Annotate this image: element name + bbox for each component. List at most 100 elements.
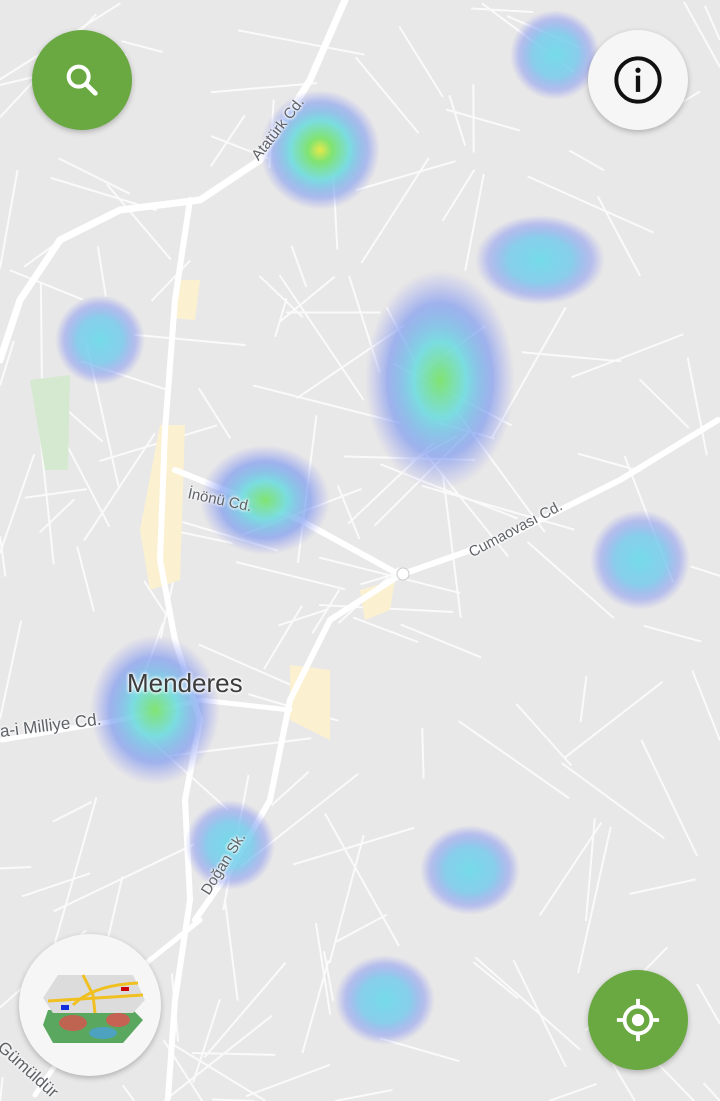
minor-road [352, 616, 419, 643]
heat-spot [55, 295, 145, 385]
minor-road [9, 269, 84, 301]
heat-spot [420, 825, 520, 915]
minor-road [314, 922, 332, 1015]
minor-road [0, 865, 32, 870]
minor-road [52, 796, 98, 948]
minor-road [355, 160, 456, 192]
minor-road [702, 1082, 720, 1101]
heat-spot [510, 10, 600, 100]
minor-road [643, 624, 702, 643]
minor-road [237, 29, 365, 56]
minor-road [400, 623, 482, 659]
heat-spot [335, 955, 435, 1045]
minor-road [58, 157, 131, 195]
minor-road [197, 387, 232, 439]
minor-road [270, 770, 310, 806]
minor-road [301, 960, 330, 1054]
minor-road [474, 956, 581, 1051]
minor-road [398, 26, 444, 98]
minor-road [324, 812, 400, 947]
minor-road [577, 826, 612, 974]
roundabout [396, 567, 410, 581]
minor-road [209, 114, 246, 167]
minor-road [24, 488, 88, 499]
minor-road [210, 82, 318, 94]
minor-road [690, 565, 720, 577]
minor-road [121, 40, 163, 53]
search-button[interactable] [32, 30, 132, 130]
minor-road [561, 762, 665, 840]
minor-road [448, 94, 467, 147]
park-area [30, 375, 70, 470]
minor-road [526, 541, 615, 619]
info-button[interactable] [588, 30, 688, 130]
minor-road [577, 452, 642, 473]
minor-road [638, 378, 690, 429]
minor-road [210, 135, 269, 160]
minor-road [421, 727, 425, 779]
minor-road [596, 195, 641, 277]
minor-road [292, 826, 415, 866]
minor-road [96, 246, 107, 297]
minor-road [568, 149, 605, 172]
minor-road [21, 872, 91, 898]
heat-spot [365, 270, 515, 490]
minor-road [421, 484, 575, 531]
minor-road [278, 274, 365, 401]
minor-road [192, 999, 221, 1083]
minor-road [121, 1084, 136, 1101]
minor-road [172, 1043, 267, 1101]
minor-road [686, 357, 708, 456]
minor-road [441, 474, 462, 618]
minor-road [134, 333, 246, 347]
heat-spot [185, 800, 275, 890]
minor-road [192, 1052, 276, 1056]
minor-road [354, 56, 420, 134]
minor-road [322, 950, 335, 1001]
minor-road [223, 899, 239, 1001]
minor-road [274, 297, 288, 338]
minor-road [640, 739, 699, 857]
map-layers-icon [42, 974, 145, 1043]
map-layers-button[interactable] [19, 934, 161, 1076]
heat-spot [90, 635, 220, 785]
minor-road [579, 676, 588, 723]
info-icon [614, 56, 662, 104]
minor-road [0, 169, 19, 269]
heat-spot [200, 445, 330, 555]
minor-road [335, 913, 388, 943]
minor-road [150, 259, 191, 302]
minor-road [39, 282, 43, 387]
minor-road [0, 453, 36, 554]
search-icon [66, 64, 98, 96]
minor-road [563, 680, 664, 760]
minor-road [464, 173, 485, 271]
minor-road [38, 498, 76, 534]
minor-road [0, 620, 23, 720]
minor-road [245, 1063, 331, 1098]
minor-road [696, 983, 720, 1025]
city-label: Menderes [127, 668, 243, 698]
minor-road [515, 703, 573, 767]
minor-road [53, 843, 196, 913]
minor-road [279, 275, 336, 323]
minor-road [538, 822, 603, 916]
heatmap-layer [55, 10, 690, 1045]
minor-road [703, 5, 720, 41]
minor-road [0, 536, 7, 577]
minor-road [258, 275, 304, 319]
heat-spot [260, 90, 380, 210]
minor-road [458, 720, 570, 799]
minor-road [471, 7, 534, 14]
minor-road [445, 108, 521, 132]
my-location-button[interactable] [588, 970, 688, 1070]
minor-road [106, 183, 172, 261]
minor-road [311, 589, 341, 634]
minor-road [472, 961, 519, 1000]
minor-road [263, 605, 303, 670]
my-location-icon [616, 998, 660, 1042]
minor-road [334, 1088, 393, 1101]
